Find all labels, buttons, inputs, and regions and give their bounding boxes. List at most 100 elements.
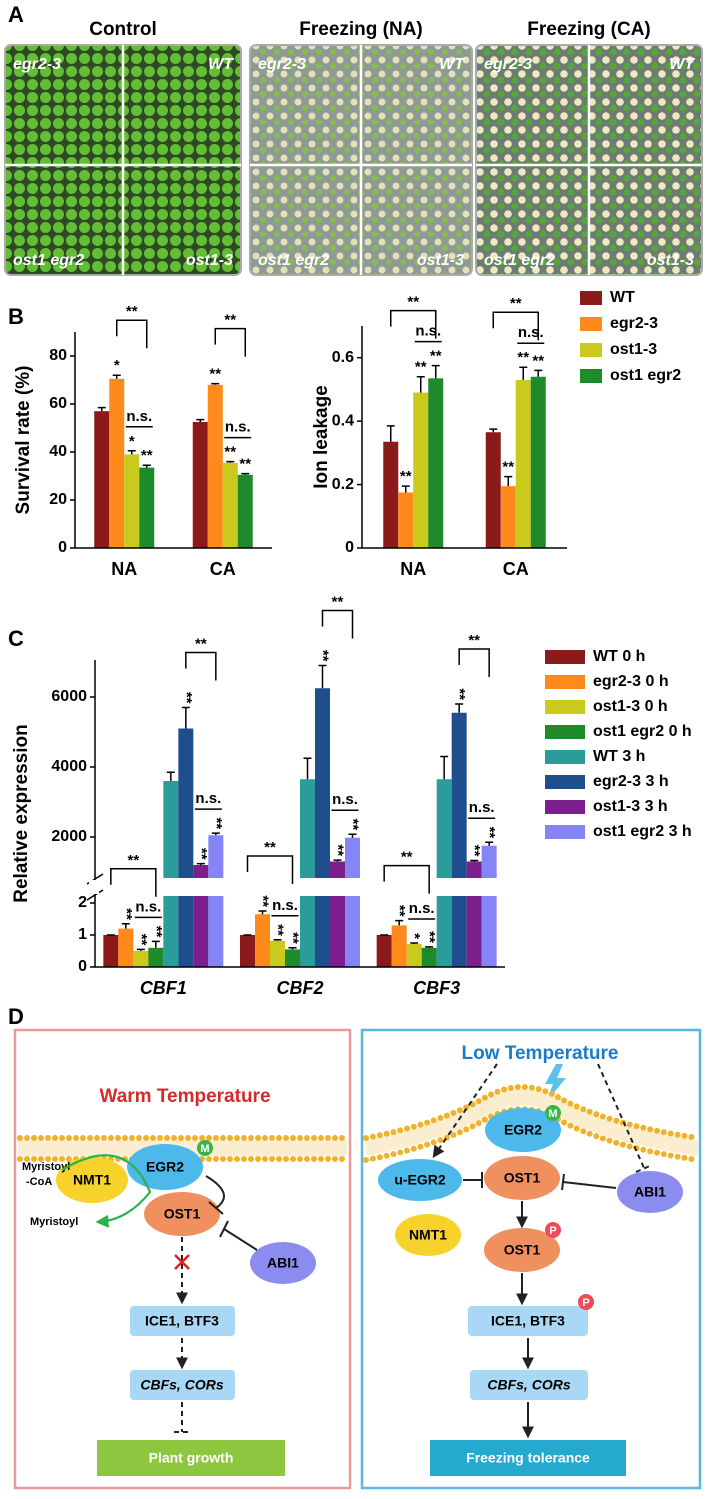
genotype-label: egr2-3 [258,56,306,73]
comparison-bracket [458,648,490,677]
node-label: EGR2 [504,1122,542,1138]
significance: ** [345,819,362,831]
node-label: EGR2 [146,1159,184,1175]
comparison-label: ** [407,294,419,311]
legend-label: egr2-3 3 h [593,773,669,790]
legend-label: WT 0 h [593,648,645,665]
error-bar [519,366,528,380]
legend-label: WT [610,289,635,306]
y-tick-label: 40 [49,443,67,460]
bar [94,411,110,548]
significance: ** [224,444,236,461]
significance: ** [178,692,195,704]
block [174,1254,190,1270]
bar [148,947,164,967]
legend-label: ost1-3 0 h [593,698,668,715]
comparison-bracket [185,651,217,681]
error-bar [211,382,220,385]
significance: * [406,933,423,939]
bar [124,454,140,548]
genotype-label: ost1 egr2 [13,252,84,269]
significance: ** [330,844,347,856]
error-bar [142,464,151,468]
comparison-label: ** [264,839,276,856]
box [470,1370,588,1400]
y-axis-label: Survival rate (%) [13,366,34,515]
genotype-label: egr2-3 [484,56,532,73]
legend-label: egr2-3 0 h [593,673,669,690]
node-label: CBFs, CORs [140,1377,223,1393]
protein [395,1214,461,1256]
error-bar [273,939,282,941]
y-tick-label: 20 [49,491,67,508]
condition-title: Freezing (NA) [299,19,423,40]
node-label: Freezing tolerance [466,1450,590,1466]
protein [378,1159,462,1201]
bar [285,949,300,967]
genotype-label: egr2-3 [13,56,61,73]
error-bar [455,703,464,713]
comparison-label: ** [468,632,480,649]
legend-swatch [580,291,602,305]
protein [250,1242,316,1284]
significance: ** [517,349,529,366]
panel-label: B [8,304,24,329]
comparison-label: n.s. [135,898,161,915]
genotype-label: ost1 egr2 [258,252,329,269]
x-tick-label: CA [503,559,529,579]
plate-divider [476,45,702,275]
x-tick-label: NA [111,559,137,579]
genotype-label: WT [439,56,465,73]
bar [192,422,208,548]
node-label: Plant growth [149,1450,234,1466]
comparison-label: ** [401,849,413,866]
error-bar [410,942,419,944]
node-label: u-EGR2 [394,1172,446,1188]
diagram-title: Warm Temperature [99,1086,270,1107]
y-tick-label: 0.4 [332,412,354,429]
bar [315,688,330,967]
genotype-label: WT [669,56,695,73]
diagram-title: Low Temperature [462,1043,619,1064]
comparison-label: n.s. [518,324,544,341]
plate-divider [250,45,472,275]
bar [208,835,224,967]
protein [484,1228,560,1272]
node-label: OST1 [504,1242,541,1258]
comparison-label: ** [195,635,207,652]
bar [436,779,452,967]
significance: ** [133,934,150,946]
modification [545,1105,561,1121]
legend-swatch [580,317,602,331]
comparison-label: n.s. [332,791,358,808]
significance: ** [502,459,514,476]
legend-swatch [580,369,602,383]
bar [103,935,119,967]
error-bar [258,910,267,915]
legend-swatch [545,825,585,839]
inhibition [174,1402,190,1433]
node-label: OST1 [164,1206,201,1222]
significance: ** [270,924,287,936]
error-bar [97,406,106,412]
legend-swatch [545,700,585,714]
bar [300,779,315,967]
axis-break [89,880,99,894]
legend-label: ost1-3 3 h [593,798,668,815]
legend-label: egr2-3 [610,315,658,332]
significance: ** [239,456,251,473]
bar [428,378,444,548]
protein [617,1171,683,1213]
inhibition [219,1220,258,1251]
legend-label: WT 3 h [593,748,645,765]
comparison-bracket [321,609,354,639]
inhibition [205,1175,225,1215]
y-tick-label: 6000 [51,688,87,705]
comparison-bracket [214,327,246,357]
bar [222,462,238,548]
x-tick-label: NA [400,559,426,579]
node-label: NMT1 [409,1227,447,1243]
error-bar [425,946,434,948]
bar [485,432,501,548]
